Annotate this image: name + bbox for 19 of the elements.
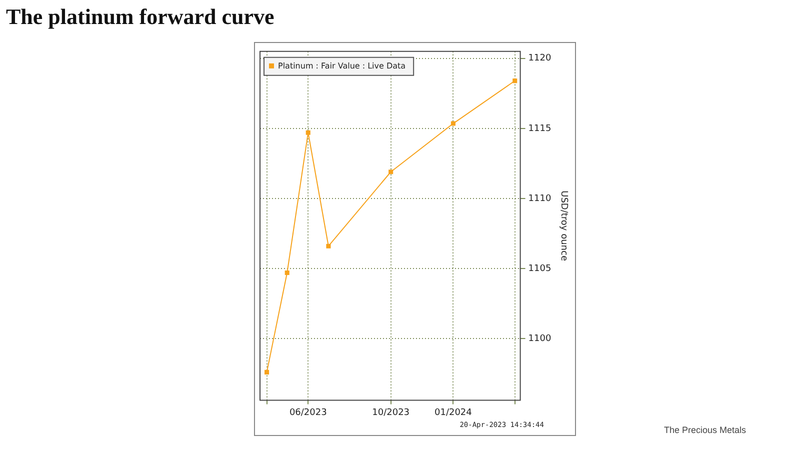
point <box>388 170 394 174</box>
x-tick-label: 10/2023 <box>372 408 410 418</box>
point <box>512 78 518 84</box>
y-tick-label: 1115 <box>528 124 552 134</box>
y-tick-label: 1100 <box>528 334 552 344</box>
x-tick-label: 01/2024 <box>434 408 472 418</box>
y-axis-title: USD/troy ounce <box>558 190 568 262</box>
y-tick-label: 1105 <box>528 264 552 274</box>
point <box>306 130 310 135</box>
point <box>264 370 270 374</box>
point <box>450 121 456 126</box>
y-tick-label: 1120 <box>528 54 552 64</box>
x-tick-label: 06/2023 <box>289 408 327 418</box>
point <box>326 244 331 248</box>
point <box>284 270 290 275</box>
y-tick-label: 1110 <box>528 194 552 204</box>
chart-title: The platinum forward curve <box>6 4 274 30</box>
text: The Precious Metals <box>664 425 746 435</box>
legend-label: Platinum : Fair Value : Live Data <box>278 61 406 70</box>
